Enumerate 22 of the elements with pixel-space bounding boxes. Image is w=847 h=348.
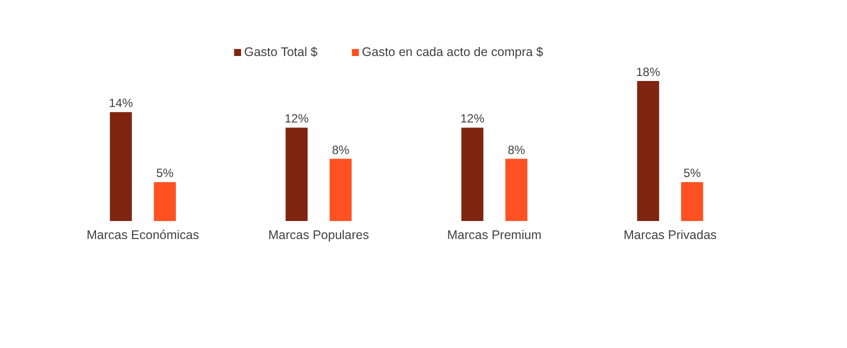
bar <box>637 81 660 221</box>
data-label: 12% <box>284 112 309 126</box>
bar <box>461 128 484 221</box>
bar <box>286 128 308 221</box>
x-tick-label: Marcas Premium <box>447 228 542 242</box>
data-label: 8% <box>332 142 350 157</box>
legend-label: Gasto Total $ <box>244 45 318 59</box>
bar <box>681 182 704 221</box>
data-label: 8% <box>508 142 526 157</box>
data-label: 5% <box>683 166 702 180</box>
bar <box>330 158 352 221</box>
legend-label: Gasto en cada acto de compra $ <box>362 45 544 59</box>
x-tick-label: Marcas Económicas <box>86 228 200 242</box>
bar <box>505 158 528 221</box>
data-label: 14% <box>108 96 134 110</box>
x-tick-label: Marcas Populares <box>268 228 369 242</box>
bar <box>154 182 176 221</box>
bar <box>110 112 132 221</box>
data-label: 12% <box>460 112 485 126</box>
x-tick-label: Marcas Privadas <box>624 228 717 242</box>
data-label: 18% <box>636 65 660 79</box>
data-label: 5% <box>156 166 174 180</box>
